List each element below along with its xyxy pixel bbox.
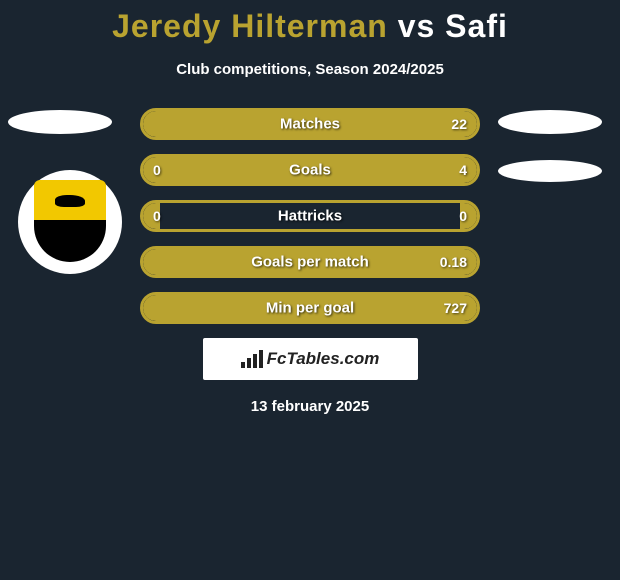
- stat-label: Goals per match: [251, 254, 369, 271]
- content-area: Matches 22 0 Goals 4 0 Hattricks 0 Goals…: [0, 108, 620, 415]
- stat-right-value: 0: [459, 208, 467, 224]
- stats-column: Matches 22 0 Goals 4 0 Hattricks 0 Goals…: [140, 108, 480, 324]
- subtitle: Club competitions, Season 2024/2025: [0, 61, 620, 78]
- bars-icon: [241, 350, 263, 368]
- cambuur-badge-icon: [34, 180, 106, 264]
- watermark-text: FcTables.com: [267, 349, 380, 369]
- stat-right-value: 4: [459, 162, 467, 178]
- vs-label: vs: [398, 8, 436, 44]
- stat-right-value: 22: [451, 116, 467, 132]
- player1-club-badge: [18, 170, 122, 274]
- stat-row-goals: 0 Goals 4: [140, 154, 480, 186]
- stat-row-matches: Matches 22: [140, 108, 480, 140]
- stat-row-goals-per-match: Goals per match 0.18: [140, 246, 480, 278]
- stat-label: Hattricks: [278, 208, 342, 225]
- player1-name: Jeredy Hilterman: [112, 8, 388, 44]
- player1-photo-placeholder: [8, 110, 112, 134]
- player2-name: Safi: [445, 8, 508, 44]
- date-text: 13 february 2025: [0, 398, 620, 415]
- stat-row-hattricks: 0 Hattricks 0: [140, 200, 480, 232]
- stat-label: Goals: [289, 162, 331, 179]
- stat-label: Matches: [280, 116, 340, 133]
- stat-right-value: 0.18: [440, 254, 467, 270]
- stat-label: Min per goal: [266, 300, 354, 317]
- stat-left-value: 0: [153, 162, 161, 178]
- watermark-box: FcTables.com: [203, 338, 418, 380]
- stat-left-value: 0: [153, 208, 161, 224]
- stat-row-min-per-goal: Min per goal 727: [140, 292, 480, 324]
- stat-right-value: 727: [444, 300, 467, 316]
- page-title: Jeredy Hilterman vs Safi: [0, 0, 620, 45]
- player2-club-placeholder: [498, 160, 602, 182]
- player2-photo-placeholder: [498, 110, 602, 134]
